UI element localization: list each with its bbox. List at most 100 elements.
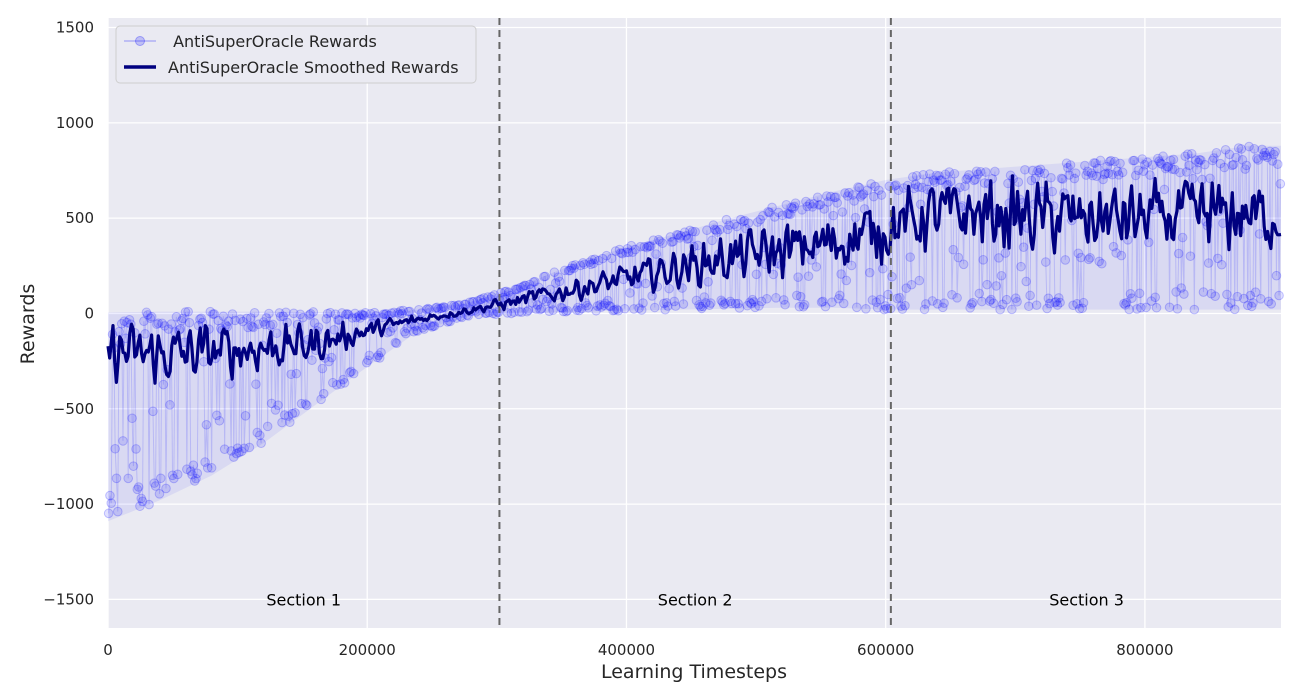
raw-reward-point (513, 284, 523, 294)
raw-reward-point (722, 224, 733, 235)
raw-reward-point (563, 265, 574, 276)
raw-reward-point (227, 309, 238, 319)
raw-reward-point (503, 287, 514, 297)
raw-reward-point (850, 212, 861, 223)
raw-reward-point (738, 216, 749, 227)
raw-reward-point (754, 301, 764, 311)
raw-reward-point (1053, 293, 1064, 303)
raw-reward-point (1220, 144, 1231, 155)
raw-reward-point (1042, 303, 1052, 314)
raw-reward-point (1261, 150, 1271, 161)
raw-reward-point (862, 185, 872, 196)
raw-reward-point (148, 406, 158, 417)
raw-reward-point (261, 313, 272, 323)
raw-reward-point (1269, 149, 1279, 160)
raw-reward-point (643, 241, 654, 251)
raw-reward-point (341, 309, 351, 320)
raw-reward-point (421, 304, 432, 315)
raw-reward-point (642, 242, 652, 253)
raw-reward-point (768, 269, 779, 280)
raw-reward-point (1110, 156, 1120, 167)
raw-reward-point (236, 446, 247, 457)
raw-reward-point (252, 427, 263, 438)
raw-reward-point (825, 191, 836, 202)
raw-reward-point (244, 442, 255, 453)
raw-reward-point (702, 225, 712, 236)
raw-reward-point (245, 313, 256, 323)
raw-reward-point (157, 318, 167, 329)
raw-reward-point (668, 236, 678, 247)
raw-reward-point (670, 301, 681, 311)
raw-reward-point (1232, 291, 1243, 302)
raw-reward-point (483, 292, 493, 302)
raw-reward-point (389, 307, 399, 318)
raw-reward-point (683, 233, 694, 244)
raw-reward-point (556, 302, 566, 313)
smoothed-rewards-series (106, 174, 1282, 385)
raw-reward-point (361, 357, 372, 368)
raw-reward-point (479, 293, 489, 303)
raw-reward-point (1039, 168, 1050, 179)
raw-reward-point (977, 296, 987, 307)
raw-reward-point (291, 368, 302, 379)
raw-reward-point (208, 309, 218, 319)
raw-reward-point (691, 295, 702, 306)
raw-reward-point (1078, 297, 1089, 308)
raw-reward-point (811, 262, 822, 272)
raw-reward-point (386, 308, 397, 318)
raw-reward-point (1057, 174, 1068, 184)
raw-reward-point (851, 302, 862, 313)
raw-reward-point (746, 298, 756, 309)
raw-reward-point (1228, 159, 1239, 170)
raw-reward-point (816, 297, 827, 307)
raw-reward-point (965, 303, 975, 313)
raw-reward-point (1116, 250, 1127, 261)
raw-reward-point (758, 211, 768, 221)
raw-reward-point (840, 188, 850, 198)
section-dividers (498, 18, 892, 628)
raw-reward-point (1083, 254, 1094, 265)
raw-reward-point (290, 407, 300, 418)
raw-reward-point (588, 258, 599, 269)
raw-reward-point (947, 289, 957, 300)
raw-reward-point (961, 174, 972, 185)
raw-reward-point (1026, 175, 1037, 186)
raw-reward-point (996, 270, 1007, 281)
raw-reward-point (255, 430, 265, 441)
raw-reward-point (1140, 159, 1150, 170)
raw-reward-point (576, 303, 587, 314)
raw-reward-point (660, 304, 670, 315)
raw-reward-point (376, 347, 386, 358)
raw-reward-point (549, 267, 560, 278)
raw-reward-point (401, 328, 411, 339)
raw-reward-point (212, 410, 222, 421)
raw-reward-point (348, 368, 359, 379)
raw-reward-point (514, 307, 525, 317)
raw-reward-point (305, 308, 316, 319)
raw-reward-point (648, 235, 659, 245)
raw-reward-point (307, 355, 317, 366)
raw-reward-point (659, 298, 669, 309)
raw-reward-point (619, 303, 630, 314)
raw-reward-point (940, 169, 951, 180)
raw-reward-point (103, 508, 114, 519)
raw-reward-point (1090, 158, 1101, 168)
raw-reward-point (1120, 300, 1131, 310)
raw-reward-point (326, 352, 337, 363)
raw-reward-point (308, 307, 319, 317)
raw-reward-point (1227, 160, 1237, 171)
raw-reward-point (794, 301, 805, 312)
raw-reward-point (490, 309, 501, 320)
raw-reward-point (1206, 288, 1217, 299)
raw-reward-point (1143, 237, 1154, 248)
raw-reward-point (780, 299, 790, 310)
raw-reward-point (1047, 186, 1058, 197)
raw-reward-point (119, 316, 130, 326)
raw-reward-point (879, 304, 889, 315)
raw-reward-point (719, 300, 729, 310)
raw-reward-point (846, 260, 857, 271)
raw-reward-point (742, 300, 753, 311)
raw-reward-point (454, 300, 465, 310)
raw-reward-point (114, 326, 124, 337)
raw-reward-point (123, 473, 134, 484)
